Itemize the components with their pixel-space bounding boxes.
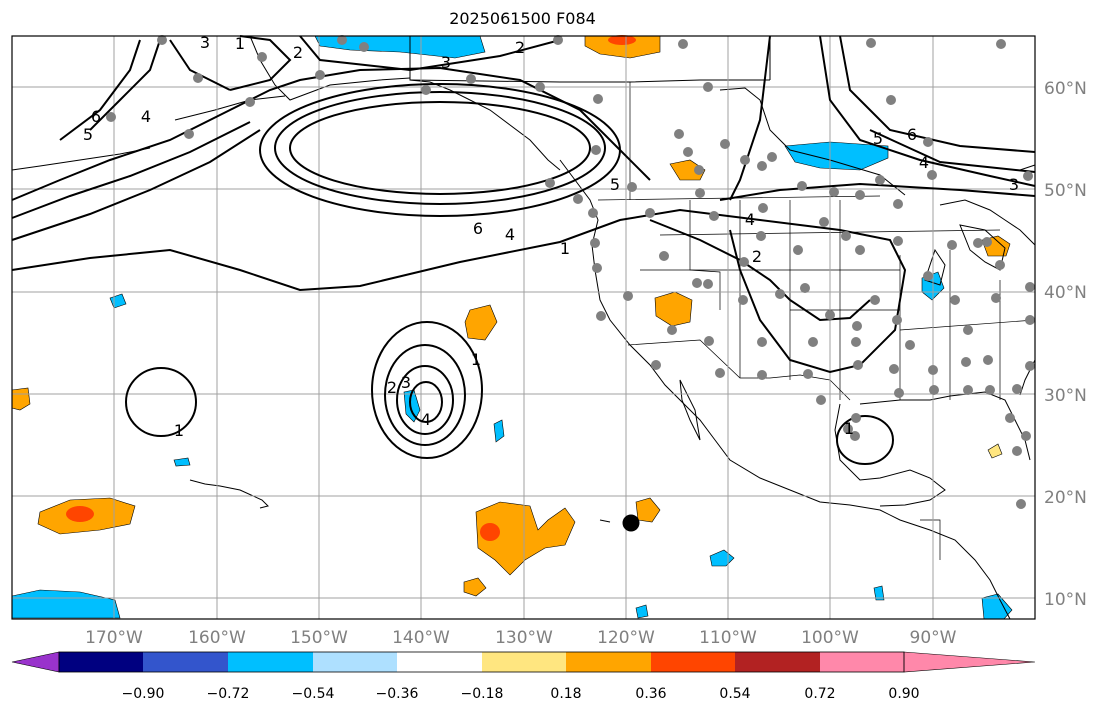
contour-label-1: 1 [560,239,570,258]
colorbar-tick-label: −0.36 [376,686,419,702]
contour-labels: 6 5 4 3 1 2 3 2 6 4 1 5 4 2 5 6 4 3 1 2 … [83,33,1019,440]
contour-label-5: 5 [83,125,93,144]
contour-label-5: 5 [873,129,883,148]
map-frame [11,35,1036,620]
contour-label-1: 1 [174,421,184,440]
colorbar-tick-label: 0.54 [719,686,750,702]
contour-label-6: 6 [473,219,483,238]
contour-label-6: 6 [907,125,917,144]
anomaly-fill-layer [11,35,1013,620]
lat-axis: 60°N 50°N 40°N 30°N 20°N 10°N [1044,79,1087,610]
colorbar-segment [228,652,313,672]
lon-tick-160w: 160°W [188,628,246,648]
colorbar-tick-label: 0.18 [550,686,581,702]
contour-label-2: 2 [515,38,525,57]
lon-tick-130w: 130°W [495,628,553,648]
contour-label-2: 2 [752,247,762,266]
colorbar-segment [651,652,736,672]
contour-label-4: 4 [505,225,515,244]
lat-tick-20: 20°N [1044,488,1087,508]
contour-label-4: 4 [919,153,929,172]
lon-tick-140w: 140°W [392,628,450,648]
colorbar-extend-high [903,651,1036,673]
map-panel: 6 5 4 3 1 2 3 2 6 4 1 5 4 2 5 6 4 3 1 2 … [11,33,1036,620]
contour-label-4: 4 [141,107,151,126]
lon-tick-150w: 150°W [290,628,348,648]
contour-label-3: 3 [1009,175,1019,194]
contour-label-3: 3 [401,373,411,392]
station-dots [106,35,1035,509]
lat-tick-30: 30°N [1044,386,1087,406]
colorbar-segment [566,652,651,672]
contour-label-3: 3 [441,53,451,72]
colorbar-tick-label: 0.90 [888,686,919,702]
colorbar-segment [397,652,482,672]
lon-tick-90w: 90°W [910,628,957,648]
colorbar-segment [143,652,228,672]
colorbar-segment [482,652,567,672]
contour-label-2: 2 [387,378,397,397]
lon-tick-110w: 110°W [699,628,757,648]
marked-point [622,514,640,532]
colorbar-segment [59,652,144,672]
gridlines [12,36,1035,619]
colorbar-tick-label: −0.90 [122,686,165,702]
colorbar-tick-label: 0.72 [804,686,835,702]
lat-tick-10: 10°N [1044,590,1087,610]
colorbar-tick-label: −0.18 [461,686,504,702]
lon-axis: 170°W 160°W 150°W 140°W 130°W 120°W 110°… [85,628,957,648]
contour-label-1: 1 [235,34,245,53]
lon-tick-170w: 170°W [85,628,143,648]
contour-label-6: 6 [91,107,101,126]
colorbar-extend-low [11,651,60,673]
map-title: 2025061500 F084 [449,9,596,28]
contour-label-5: 5 [610,175,620,194]
contour-label-2: 2 [293,43,303,62]
colorbar-segment [313,652,398,672]
colorbar: −0.90 −0.72 −0.54 −0.36 −0.18 0.18 0.36 … [11,651,1036,702]
lat-tick-60: 60°N [1044,79,1087,99]
lat-tick-40: 40°N [1044,283,1087,303]
contour-label-1: 1 [471,350,481,369]
lat-tick-50: 50°N [1044,181,1087,201]
colorbar-segment [735,652,820,672]
colorbar-tick-label: −0.54 [292,686,335,702]
colorbar-tick-label: −0.72 [207,686,250,702]
contour-label-1: 1 [844,419,854,438]
lon-tick-120w: 120°W [597,628,655,648]
contour-layer [11,35,1036,465]
contour-label-4: 4 [745,210,755,229]
lon-tick-100w: 100°W [801,628,859,648]
contour-label-3: 3 [200,33,210,52]
colorbar-tick-label: 0.36 [635,686,666,702]
colorbar-segment [820,652,905,672]
contour-label-4: 4 [421,410,431,429]
